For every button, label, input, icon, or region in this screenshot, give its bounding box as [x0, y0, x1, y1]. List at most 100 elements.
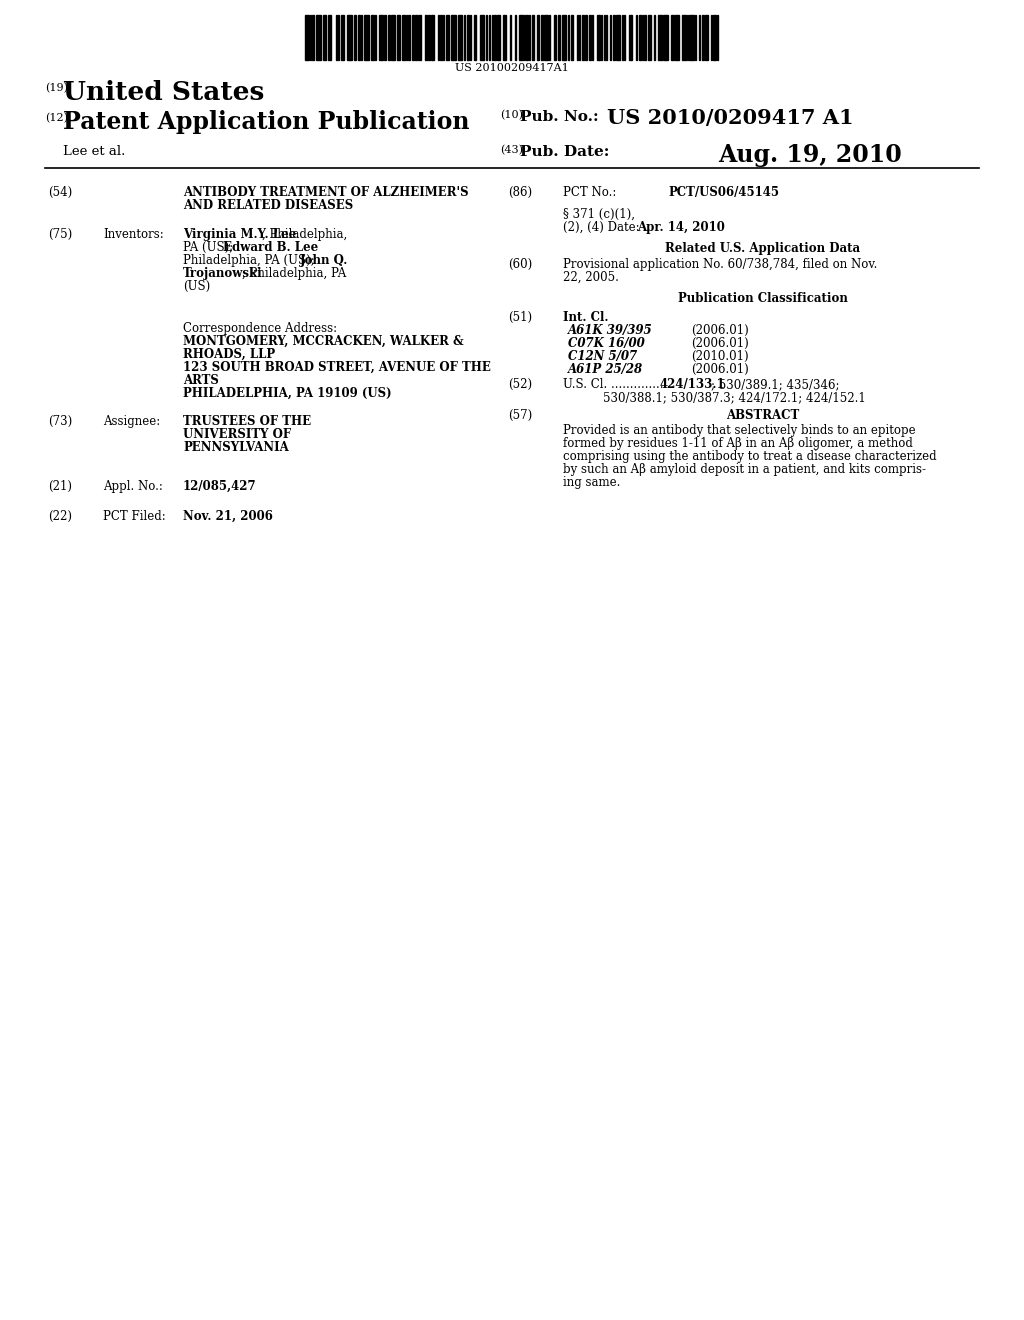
Bar	[480, 15, 484, 59]
Text: Int. Cl.: Int. Cl.	[563, 312, 608, 323]
Text: comprising using the antibody to treat a disease characterized: comprising using the antibody to treat a…	[563, 450, 937, 463]
Bar	[354, 15, 356, 59]
Text: Inventors:: Inventors:	[103, 228, 164, 242]
Text: Correspondence Address:: Correspondence Address:	[183, 322, 337, 335]
Text: Provisional application No. 60/738,784, filed on Nov.: Provisional application No. 60/738,784, …	[563, 257, 878, 271]
Bar	[467, 15, 469, 59]
Text: John Q.: John Q.	[300, 253, 348, 267]
Text: (US): (US)	[183, 280, 210, 293]
Text: MONTGOMERY, MCCRACKEN, WALKER &: MONTGOMERY, MCCRACKEN, WALKER &	[183, 335, 464, 348]
Text: Appl. No.:: Appl. No.:	[103, 480, 163, 492]
Text: (57): (57)	[508, 409, 532, 422]
Text: ; 530/389.1; 435/346;: ; 530/389.1; 435/346;	[711, 378, 840, 391]
Bar	[537, 15, 539, 59]
Text: (43): (43)	[500, 145, 523, 156]
Text: (75): (75)	[48, 228, 73, 242]
Text: (2006.01): (2006.01)	[691, 323, 749, 337]
Text: (52): (52)	[508, 378, 532, 391]
Text: PCT/US06/45145: PCT/US06/45145	[668, 186, 779, 199]
Text: PENNSYLVANIA: PENNSYLVANIA	[183, 441, 289, 454]
Bar	[440, 15, 442, 59]
Text: 530/388.1; 530/387.3; 424/172.1; 424/152.1: 530/388.1; 530/387.3; 424/172.1; 424/152…	[603, 391, 865, 404]
Bar	[705, 15, 708, 59]
Bar	[689, 15, 694, 59]
Text: (2006.01): (2006.01)	[691, 363, 749, 376]
Bar	[312, 15, 314, 59]
Text: RHOADS, LLP: RHOADS, LLP	[183, 348, 275, 360]
Bar	[702, 15, 705, 59]
Bar	[544, 15, 548, 59]
Text: Nov. 21, 2006: Nov. 21, 2006	[183, 510, 272, 523]
Bar	[458, 15, 462, 59]
Text: (2010.01): (2010.01)	[691, 350, 749, 363]
Bar	[305, 15, 309, 59]
Text: (12): (12)	[45, 114, 68, 123]
Text: C07K 16/00: C07K 16/00	[568, 337, 645, 350]
Text: TRUSTEES OF THE: TRUSTEES OF THE	[183, 414, 311, 428]
Text: US 2010/0209417 A1: US 2010/0209417 A1	[607, 108, 854, 128]
Bar	[384, 15, 386, 59]
Text: A61P 25/28: A61P 25/28	[568, 363, 643, 376]
Bar	[554, 15, 556, 59]
Text: United States: United States	[63, 81, 264, 106]
Bar	[341, 15, 344, 59]
Text: Lee et al.: Lee et al.	[63, 145, 125, 158]
Text: , Philadelphia,: , Philadelphia,	[262, 228, 347, 242]
Text: PCT No.:: PCT No.:	[563, 186, 616, 199]
Text: (2006.01): (2006.01)	[691, 337, 749, 350]
Bar	[412, 15, 414, 59]
Bar	[503, 15, 506, 59]
Bar	[358, 15, 360, 59]
Bar	[589, 15, 591, 59]
Bar	[323, 15, 326, 59]
Bar	[364, 15, 369, 59]
Bar	[582, 15, 584, 59]
Text: (86): (86)	[508, 186, 532, 199]
Text: Assignee:: Assignee:	[103, 414, 160, 428]
Bar	[397, 15, 400, 59]
Bar	[328, 15, 331, 59]
Text: C12N 5/07: C12N 5/07	[568, 350, 637, 363]
Bar	[671, 15, 674, 59]
Text: AND RELATED DISEASES: AND RELATED DISEASES	[183, 199, 353, 213]
Text: Related U.S. Application Data: Related U.S. Application Data	[666, 242, 860, 255]
Bar	[713, 15, 716, 59]
Text: (54): (54)	[48, 186, 73, 199]
Bar	[418, 15, 421, 59]
Text: A61K 39/395: A61K 39/395	[568, 323, 652, 337]
Text: 424/133.1: 424/133.1	[660, 378, 726, 391]
Bar	[347, 15, 352, 59]
Text: (51): (51)	[508, 312, 532, 323]
Bar	[494, 15, 496, 59]
Text: PA (US);: PA (US);	[183, 242, 237, 253]
Bar	[613, 15, 615, 59]
Bar	[562, 15, 566, 59]
Bar	[474, 15, 476, 59]
Text: Virginia M.Y. Lee: Virginia M.Y. Lee	[183, 228, 296, 242]
Bar	[658, 15, 662, 59]
Bar	[425, 15, 427, 59]
Bar	[415, 15, 417, 59]
Text: 12/085,427: 12/085,427	[183, 480, 257, 492]
Text: Philadelphia, PA (US);: Philadelphia, PA (US);	[183, 253, 318, 267]
Text: Trojanowski: Trojanowski	[183, 267, 263, 280]
Bar	[431, 15, 434, 59]
Bar	[585, 15, 587, 59]
Bar	[648, 15, 651, 59]
Bar	[541, 15, 543, 59]
Text: by such an Aβ amyloid deposit in a patient, and kits compris-: by such an Aβ amyloid deposit in a patie…	[563, 463, 926, 477]
Text: US 20100209417A1: US 20100209417A1	[455, 63, 569, 73]
Text: Patent Application Publication: Patent Application Publication	[63, 110, 469, 135]
Text: ing same.: ing same.	[563, 477, 621, 488]
Text: formed by residues 1-11 of Aβ in an Aβ oligomer, a method: formed by residues 1-11 of Aβ in an Aβ o…	[563, 437, 912, 450]
Text: § 371 (c)(1),: § 371 (c)(1),	[563, 209, 635, 220]
Bar	[371, 15, 374, 59]
Bar	[451, 15, 456, 59]
Bar	[408, 15, 410, 59]
Text: 123 SOUTH BROAD STREET, AVENUE OF THE: 123 SOUTH BROAD STREET, AVENUE OF THE	[183, 360, 490, 374]
Bar	[532, 15, 534, 59]
Text: PHILADELPHIA, PA 19109 (US): PHILADELPHIA, PA 19109 (US)	[183, 387, 391, 400]
Text: , Philadelphia, PA: , Philadelphia, PA	[242, 267, 346, 280]
Text: Apr. 14, 2010: Apr. 14, 2010	[637, 220, 725, 234]
Bar	[629, 15, 632, 59]
